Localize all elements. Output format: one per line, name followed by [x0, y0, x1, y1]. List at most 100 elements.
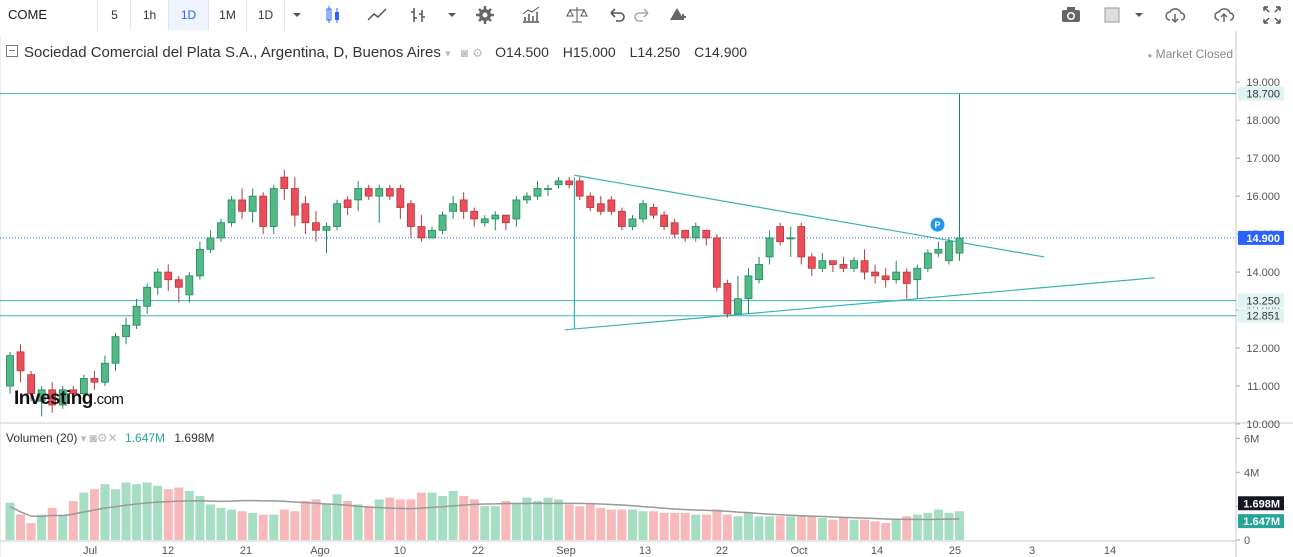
volume-bar: [501, 501, 511, 540]
volume-bar: [5, 502, 15, 540]
volume-bar: [395, 499, 405, 540]
close-icon[interactable]: ✕: [107, 431, 118, 445]
volume-bar: [828, 519, 838, 540]
cloud-download-icon[interactable]: [1164, 4, 1186, 26]
candle-body: [923, 252, 932, 269]
volume-bar: [575, 506, 585, 540]
volume-bar: [554, 499, 564, 540]
candle-body: [90, 378, 99, 383]
trendline-lower: [564, 277, 1155, 331]
interval-1m[interactable]: 1M: [209, 0, 247, 30]
volume-bar: [564, 504, 574, 540]
redo-icon[interactable]: [631, 4, 653, 26]
bar-style-icon[interactable]: [408, 4, 430, 26]
interval-1h[interactable]: 1h: [131, 0, 169, 30]
candle-body: [523, 195, 531, 201]
volume-bar: [838, 518, 848, 540]
chevron-down-icon[interactable]: ▾: [445, 48, 451, 60]
ohlc-values: O14.500 H15.000 L14.250 C14.900: [495, 44, 748, 60]
candle-body: [575, 180, 584, 197]
price-tick-label: 10.000: [1246, 419, 1280, 431]
eye-icon[interactable]: ◙: [460, 46, 469, 60]
candle-body: [491, 214, 500, 220]
candle-body: [153, 271, 162, 288]
volume-bar: [79, 492, 89, 540]
price-chart[interactable]: P 19.00018.00017.00016.00015.00014.00013…: [0, 31, 1293, 557]
candle-body: [807, 256, 816, 269]
candle-body: [480, 218, 489, 224]
volume-bar: [205, 504, 215, 540]
volume-bar: [364, 506, 374, 540]
eye-icon[interactable]: ◙: [89, 431, 97, 445]
volume-bar: [142, 482, 152, 540]
volume-bar: [353, 504, 363, 540]
volume-bar: [300, 501, 310, 540]
chevron-down-icon[interactable]: [441, 4, 463, 26]
undo-icon[interactable]: [606, 4, 628, 26]
chevron-down-icon[interactable]: [1128, 4, 1150, 26]
candle-body: [37, 389, 46, 402]
candle-body: [406, 203, 415, 227]
interval-1d[interactable]: 1D: [169, 0, 209, 30]
candle-body: [227, 199, 236, 224]
volume-bar: [448, 490, 458, 540]
candle-style-icon[interactable]: [322, 4, 344, 26]
candle-body: [765, 237, 774, 258]
p-marker-label: P: [934, 220, 940, 230]
volume-bar: [659, 512, 669, 540]
volume-bar: [237, 511, 247, 540]
candle-body: [533, 188, 542, 197]
volume-bar: [89, 489, 99, 540]
candle-body: [185, 275, 194, 296]
candle-body: [681, 229, 690, 239]
camera-icon[interactable]: [1060, 4, 1082, 26]
price-label-box: [1238, 308, 1284, 323]
price-label: 18.700: [1246, 89, 1280, 101]
volume-bar: [817, 518, 827, 540]
volume-bar: [269, 514, 279, 540]
collapse-icon[interactable]: [6, 45, 18, 57]
candle-body: [639, 203, 647, 220]
volume-bar: [227, 509, 237, 540]
candle-body: [174, 279, 183, 288]
volume-bar: [680, 512, 690, 540]
volume-bar: [722, 514, 732, 540]
candle-body: [628, 218, 637, 227]
chevron-down-icon[interactable]: ▾: [80, 433, 87, 445]
time-tick-label: 14: [1104, 545, 1116, 557]
compare-icon[interactable]: [566, 4, 588, 26]
candle-body: [723, 283, 732, 315]
square-icon[interactable]: [1102, 4, 1124, 26]
volume-ma-line: [9, 499, 960, 521]
candle-body: [417, 226, 426, 239]
volume-bar: [533, 501, 542, 540]
volume-bar: [649, 511, 659, 540]
alert-add-icon[interactable]: [666, 4, 688, 26]
fullscreen-icon[interactable]: [1261, 4, 1283, 26]
interval-5[interactable]: 5: [99, 0, 131, 30]
line-style-icon[interactable]: [366, 4, 388, 26]
interval-dropdown[interactable]: 1D: [247, 0, 285, 30]
price-tick-label: 19.000: [1246, 77, 1280, 89]
time-tick-label: 10: [394, 545, 406, 557]
candle-body: [364, 188, 373, 197]
settings-icon[interactable]: ⚙: [96, 431, 108, 445]
chevron-down-icon[interactable]: [286, 4, 308, 26]
candle-body: [755, 264, 763, 281]
candle-body: [586, 195, 595, 208]
candle-body: [333, 203, 341, 227]
volume-bar: [796, 516, 806, 540]
time-tick-label: Oct: [790, 545, 807, 557]
settings-icon[interactable]: ⚙: [472, 46, 483, 60]
volume-value-1: 1.647M: [125, 431, 166, 445]
volume-bar: [216, 507, 226, 540]
cloud-upload-icon[interactable]: [1213, 4, 1235, 26]
symbol-input[interactable]: COME: [0, 0, 98, 30]
candle-body: [6, 355, 14, 387]
p-marker-icon: [930, 217, 945, 232]
indicators-icon[interactable]: [520, 4, 542, 26]
volume-bar: [416, 492, 426, 540]
gear-icon[interactable]: [474, 4, 496, 26]
volume-bar: [691, 514, 701, 540]
candle-body: [290, 188, 299, 216]
